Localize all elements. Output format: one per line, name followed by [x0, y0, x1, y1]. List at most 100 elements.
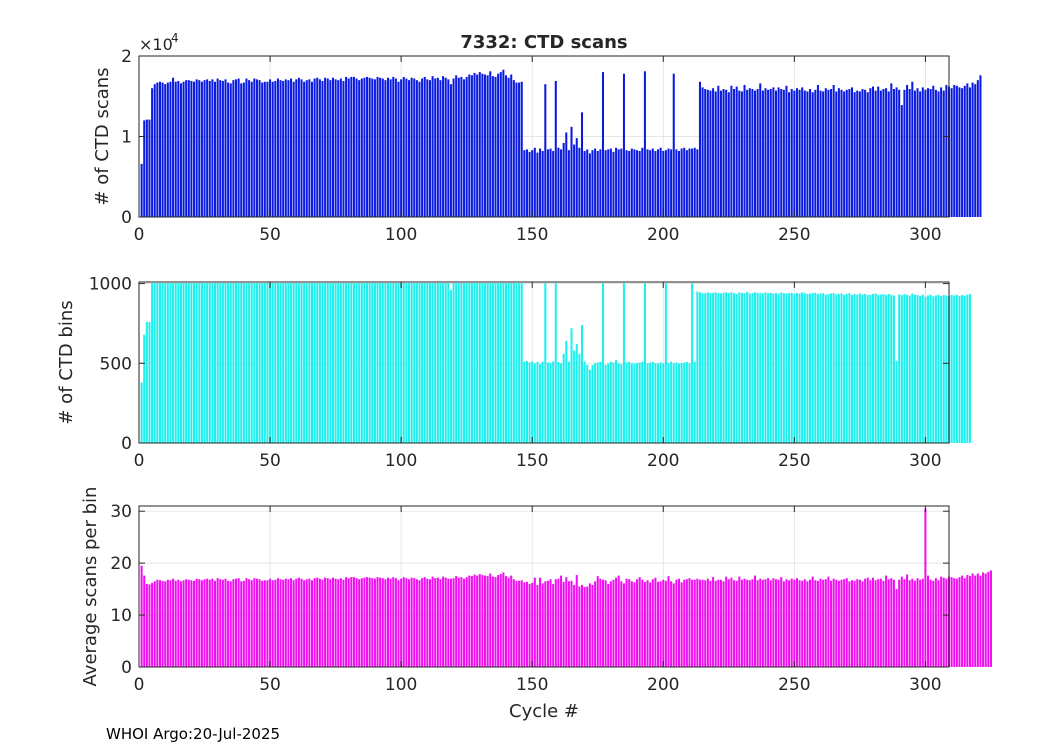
- bar: [725, 576, 728, 667]
- bar: [554, 283, 557, 443]
- bar: [976, 573, 979, 667]
- bar: [824, 88, 827, 217]
- bar: [253, 78, 256, 217]
- bar: [793, 579, 796, 667]
- x-tick-label: 50: [259, 451, 281, 471]
- bar: [824, 579, 827, 667]
- y-tick-label: 0: [121, 208, 132, 228]
- x-tick-label: 200: [647, 225, 679, 245]
- bar: [523, 361, 526, 443]
- bar: [240, 283, 243, 443]
- bar: [295, 283, 298, 443]
- bar: [350, 76, 353, 218]
- bar: [161, 580, 164, 667]
- bar: [358, 579, 361, 667]
- bar: [384, 283, 387, 443]
- bar: [730, 292, 733, 443]
- bar: [261, 82, 264, 217]
- bar: [269, 578, 272, 667]
- bar: [255, 79, 258, 217]
- bar: [919, 579, 922, 667]
- bar: [533, 147, 536, 217]
- bar: [670, 149, 673, 217]
- bar: [463, 79, 466, 217]
- bar: [300, 283, 303, 443]
- bar: [195, 578, 198, 667]
- bar: [515, 283, 518, 443]
- bar: [772, 87, 775, 217]
- x-tick-label: 300: [909, 675, 941, 695]
- bar: [633, 582, 636, 667]
- bar: [421, 283, 424, 443]
- bar: [961, 88, 964, 217]
- bar: [200, 283, 203, 443]
- bar: [735, 293, 738, 443]
- bar: [347, 78, 350, 217]
- bar: [759, 293, 762, 443]
- bar: [316, 77, 319, 218]
- bar: [379, 283, 382, 443]
- bar: [822, 293, 825, 443]
- bar: [415, 283, 418, 443]
- bar: [898, 294, 901, 443]
- bar: [641, 361, 644, 443]
- x-tick-label: 0: [134, 451, 145, 471]
- bar: [924, 296, 927, 443]
- bar: [557, 578, 560, 667]
- bar: [169, 580, 172, 667]
- bar: [392, 283, 395, 443]
- bar: [738, 576, 741, 667]
- bar: [182, 81, 185, 217]
- bar: [924, 89, 927, 217]
- bar: [906, 294, 909, 443]
- bar: [858, 293, 861, 443]
- bar: [536, 152, 539, 217]
- bar: [198, 579, 201, 667]
- bar: [276, 578, 279, 667]
- bar: [887, 91, 890, 217]
- bar: [746, 291, 749, 443]
- bar: [258, 579, 261, 667]
- bar: [389, 578, 392, 667]
- bar: [216, 578, 219, 667]
- bar: [489, 283, 492, 443]
- bar: [927, 575, 930, 667]
- bar: [837, 293, 840, 443]
- bar: [172, 77, 175, 218]
- bar: [748, 293, 751, 443]
- bar: [612, 579, 615, 667]
- bar: [452, 78, 455, 217]
- bar: [525, 149, 528, 217]
- plot-area: [139, 282, 949, 443]
- bar: [552, 583, 555, 667]
- bar: [903, 293, 906, 443]
- bar: [620, 581, 623, 667]
- bar: [413, 283, 416, 443]
- bar: [701, 87, 704, 217]
- bar: [646, 580, 649, 667]
- bar: [940, 296, 943, 443]
- bar: [316, 577, 319, 667]
- bar: [892, 295, 895, 443]
- bar: [892, 89, 895, 217]
- bar: [722, 581, 725, 667]
- bar: [276, 78, 279, 217]
- bar: [394, 578, 397, 667]
- bar: [966, 83, 969, 218]
- bar: [777, 87, 780, 217]
- bar: [394, 78, 397, 217]
- bar: [470, 75, 473, 217]
- bar: [667, 362, 670, 443]
- bar: [885, 88, 888, 217]
- bar: [709, 580, 712, 667]
- bar: [271, 580, 274, 667]
- bar: [533, 577, 536, 667]
- bar: [539, 577, 542, 667]
- bar: [727, 579, 730, 667]
- bar: [961, 295, 964, 443]
- bar: [407, 283, 411, 443]
- bar: [824, 294, 827, 443]
- bar: [232, 80, 235, 218]
- bar: [827, 293, 830, 443]
- bar: [428, 579, 431, 667]
